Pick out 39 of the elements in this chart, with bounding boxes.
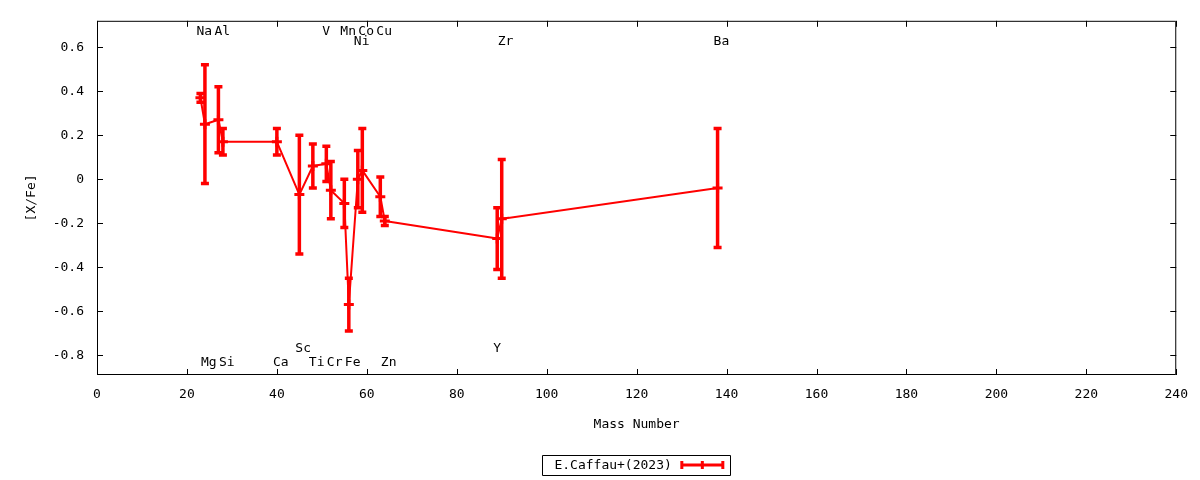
annotation: Cr	[326, 354, 343, 370]
x-tick-label: 120	[624, 386, 649, 402]
annotation: Ti	[308, 354, 325, 370]
x-tick-label: 140	[714, 386, 739, 402]
x-tick-label: 100	[534, 386, 559, 402]
y-tick-label: 0.4	[60, 82, 85, 98]
annotation: Na	[196, 23, 213, 39]
annotation: V	[322, 23, 331, 39]
y-tick-label: -0.4	[52, 258, 85, 274]
y-tick-label: 0.6	[60, 38, 84, 54]
x-tick-label: 160	[804, 386, 829, 402]
annotation: Zn	[380, 354, 397, 370]
x-tick-label: 220	[1074, 386, 1099, 402]
annotation: Si	[218, 354, 235, 370]
y-tick-label: -0.6	[52, 302, 84, 318]
x-axis-title: Mass Number	[593, 416, 680, 432]
legend-label: E.Caffau+(2023)	[554, 457, 672, 473]
annotation: Sc	[295, 340, 312, 356]
annotation: Fe	[344, 354, 361, 370]
x-tick-label: 200	[984, 386, 1009, 402]
y-axis-title: [X/Fe]	[23, 174, 39, 222]
annotation: Zr	[497, 33, 514, 49]
y-tick-label: 0	[76, 170, 84, 186]
x-tick-label: 40	[269, 386, 285, 402]
y-tick-label: -0.2	[52, 214, 84, 230]
x-tick-label: 80	[448, 386, 465, 402]
x-tick-label: 20	[179, 386, 195, 402]
annotation: Ba	[713, 33, 730, 49]
annotation: Cu	[376, 23, 392, 39]
x-tick-label: 180	[894, 386, 919, 402]
annotation: Y	[493, 340, 502, 356]
y-tick-label: -0.8	[52, 346, 84, 362]
y-tick-label: 0.2	[60, 126, 84, 142]
annotation: Ca	[272, 354, 289, 370]
x-tick-label: 240	[1164, 386, 1188, 402]
x-tick-label: 0	[93, 386, 101, 402]
annotation: Al	[214, 23, 231, 39]
x-tick-label: 60	[358, 386, 375, 402]
annotation: Mg	[200, 354, 217, 370]
